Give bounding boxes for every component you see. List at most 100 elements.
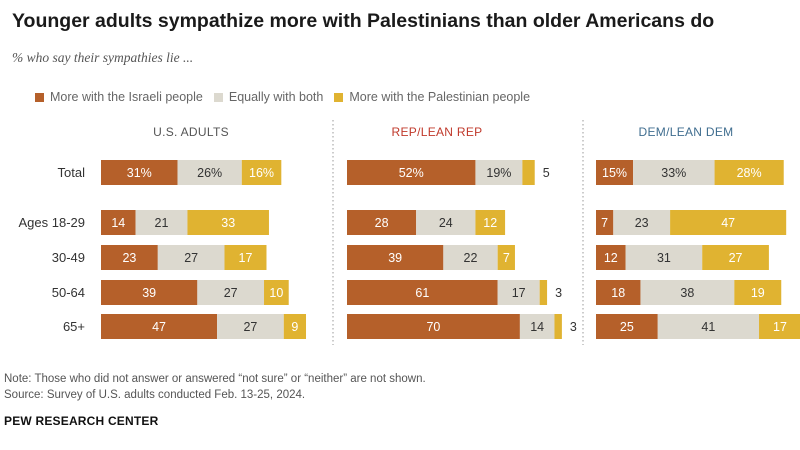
data-label-equal: 27 [243, 320, 257, 334]
data-label-palestinian: 10 [269, 286, 283, 300]
bar-segment-israeli [101, 245, 158, 270]
data-label-israeli: 39 [388, 251, 402, 265]
bar-segment-palestinian [264, 280, 289, 305]
data-label-equal: 24 [439, 216, 453, 230]
bar-segment-equal [217, 314, 284, 339]
bar-segment-equal [613, 210, 671, 235]
data-label-equal: 22 [464, 251, 478, 265]
data-label-israeli: 7 [601, 216, 608, 230]
data-label-equal: 17 [512, 286, 526, 300]
data-label-palestinian: 47 [721, 216, 735, 230]
data-label-palestinian: 27 [729, 251, 743, 265]
bar-segment-israeli [596, 280, 641, 305]
data-label-palestinian: 33 [221, 216, 235, 230]
data-label-palestinian: 3 [570, 320, 577, 334]
pew-logo: PEW RESEARCH CENTER [4, 414, 159, 428]
data-label-palestinian: 12 [483, 216, 497, 230]
data-label-israeli: 31% [127, 166, 152, 180]
bar-segment-equal [177, 160, 242, 185]
bar-segment-palestinian [283, 314, 307, 339]
bar-segment-equal [625, 245, 703, 270]
chart-subtitle: % who say their sympathies lie ... [12, 50, 194, 65]
data-label-equal: 31 [657, 251, 671, 265]
bar-segment-israeli [347, 280, 498, 305]
bar-segment-israeli [596, 314, 658, 339]
legend-item-equal: Equally with both [213, 90, 324, 104]
data-label-israeli: 23 [122, 251, 136, 265]
bar-segment-palestinian [554, 314, 562, 339]
data-label-equal: 41 [701, 320, 715, 334]
legend-item-israeli: More with the Israeli people [35, 90, 203, 104]
data-label-equal: 27 [224, 286, 238, 300]
data-label-equal: 26% [197, 166, 222, 180]
bar-segment-palestinian [670, 210, 787, 235]
legend-swatch-equal [213, 92, 223, 102]
bar-segment-equal [197, 280, 265, 305]
data-label-israeli: 12 [604, 251, 618, 265]
bar-segment-palestinian [224, 245, 267, 270]
data-label-israeli: 70 [426, 320, 440, 334]
bar-segment-israeli [347, 245, 444, 270]
row-label: Total [58, 165, 86, 180]
data-label-equal: 38 [680, 286, 694, 300]
data-label-equal: 33% [661, 166, 686, 180]
bar-segment-equal [633, 160, 715, 185]
data-label-israeli: 61 [415, 286, 429, 300]
data-label-israeli: 47 [152, 320, 166, 334]
bar-segment-equal [519, 314, 555, 339]
bar-segment-israeli [347, 314, 520, 339]
legend-item-palestinian: More with the Palestinian people [334, 90, 530, 104]
bar-segment-palestinian [475, 210, 506, 235]
data-label-equal: 19% [486, 166, 511, 180]
bar-segment-israeli [347, 210, 417, 235]
bar-segment-equal [443, 245, 498, 270]
footer-source: Source: Survey of U.S. adults conducted … [4, 389, 306, 401]
bar-segment-israeli [347, 160, 476, 185]
data-label-equal: 14 [530, 320, 544, 334]
data-label-israeli: 15% [602, 166, 627, 180]
bar-segment-equal [497, 280, 540, 305]
bar-segment-israeli [101, 280, 198, 305]
panel-title: REP/LEAN REP [392, 125, 483, 139]
chart-title: Younger adults sympathize more with Pale… [12, 10, 715, 32]
data-label-israeli: 39 [142, 286, 156, 300]
bar-segment-palestinian [759, 314, 800, 339]
bar-segment-palestinian [497, 245, 515, 270]
bar-segment-palestinian [539, 280, 548, 305]
data-label-equal: 21 [155, 216, 169, 230]
bar-segment-equal [640, 280, 735, 305]
bar-segment-israeli [101, 160, 178, 185]
bar-segment-palestinian [187, 210, 269, 235]
bar-segment-palestinian [714, 160, 784, 185]
bar-segment-palestinian [522, 160, 535, 185]
row-label: 50-64 [52, 285, 85, 300]
row-label: Ages 18-29 [19, 215, 86, 230]
legend-swatch-israeli [35, 92, 44, 102]
data-label-palestinian: 19 [751, 286, 765, 300]
legend-label-equal: Equally with both [228, 90, 324, 104]
bar-segment-equal [135, 210, 188, 235]
data-label-palestinian: 17 [239, 251, 253, 265]
data-label-palestinian: 7 [503, 251, 510, 265]
data-label-palestinian: 17 [773, 320, 787, 334]
data-label-palestinian: 16% [249, 166, 274, 180]
panel-title: DEM/LEAN DEM [639, 125, 734, 139]
legend-swatch-palestinian [334, 92, 344, 102]
data-label-israeli: 28 [375, 216, 389, 230]
row-label: 65+ [63, 319, 85, 334]
data-label-israeli: 14 [111, 216, 125, 230]
panel-title: U.S. ADULTS [153, 125, 229, 139]
data-label-palestinian: 9 [291, 320, 298, 334]
row-label: 30-49 [52, 250, 85, 265]
data-label-palestinian: 3 [555, 286, 562, 300]
bar-segment-israeli [596, 245, 626, 270]
bar-segment-palestinian [702, 245, 769, 270]
footer-note: Note: Those who did not answer or answer… [4, 373, 426, 385]
data-label-palestinian: 5 [543, 166, 550, 180]
bar-segment-equal [475, 160, 523, 185]
bar-segment-israeli [596, 160, 634, 185]
bar-segment-equal [157, 245, 225, 270]
bar-segment-israeli [596, 210, 614, 235]
bar-segment-israeli [101, 210, 136, 235]
